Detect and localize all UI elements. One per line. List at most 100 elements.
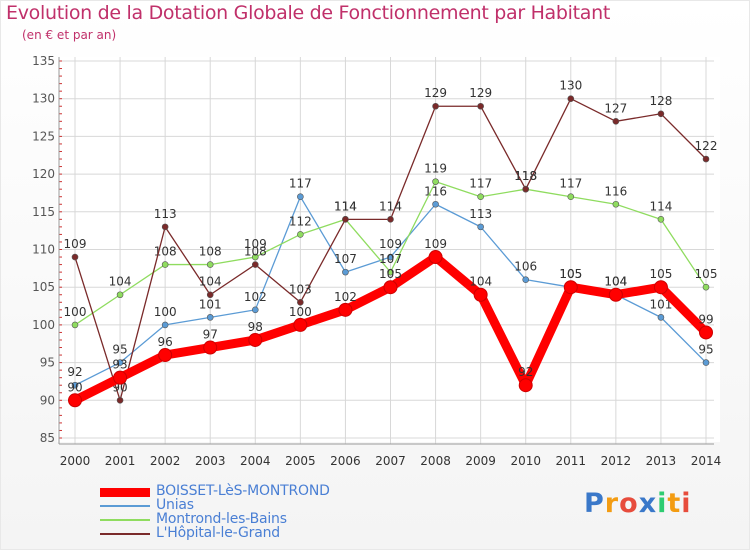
data-label: 90 [67,380,82,394]
data-point [612,118,620,125]
x-tick-label: 2008 [420,454,451,468]
x-tick-label: 2002 [150,454,181,468]
data-point [387,253,394,261]
data-point [206,261,214,268]
data-label: 109 [424,237,447,251]
logo-letter: x [638,488,658,519]
data-point [477,193,484,201]
data-label: 127 [604,101,627,115]
data-point [387,216,394,223]
data-label: 108 [199,245,222,259]
data-label: 109 [379,237,402,251]
data-label: 106 [514,260,537,274]
data-point [657,110,665,118]
data-label: 113 [469,207,492,221]
x-tick-label: 2011 [556,454,587,468]
data-label: 108 [244,245,267,259]
y-tick-label: 90 [40,393,55,407]
y-tick-label: 115 [32,205,55,219]
data-point [71,253,79,261]
data-label: 104 [109,275,132,289]
data-label: 113 [154,207,177,221]
data-point [251,306,259,314]
data-label: 116 [604,184,627,198]
data-label: 114 [334,199,357,213]
data-label: 129 [424,86,447,100]
x-tick-label: 2006 [330,454,361,468]
proxiti-logo: Proxiti [584,488,692,519]
legend-swatch [100,488,150,497]
data-point [477,223,484,231]
data-label: 101 [649,297,672,311]
data-label: 103 [289,282,312,296]
data-point [563,280,578,295]
y-tick-label: 130 [32,92,55,106]
data-point [612,200,620,208]
data-label: 105 [559,267,582,281]
data-point [567,193,575,201]
data-point [161,223,169,231]
data-label: 92 [67,365,82,379]
data-label: 92 [518,365,533,379]
x-tick-label: 2004 [240,454,271,468]
y-tick-label: 125 [32,129,55,143]
y-tick-label: 85 [40,431,55,445]
x-tick-label: 2001 [105,454,136,468]
data-point [297,298,304,306]
data-label: 101 [199,297,222,311]
y-tick-label: 105 [32,280,55,294]
y-tick-label: 120 [32,167,55,181]
data-point [342,216,349,223]
data-label: 99 [698,312,713,326]
data-label: 122 [695,139,718,153]
data-label: 104 [604,275,627,289]
data-point [699,325,713,340]
logo-letter: r [604,488,620,519]
data-point [567,95,575,102]
data-label: 105 [649,267,672,281]
data-label: 97 [203,328,218,342]
legend-swatch [100,533,150,535]
data-label: 118 [514,169,537,183]
logo-letter: t [667,488,682,519]
data-point [473,287,488,302]
x-tick-label: 2012 [601,454,632,468]
data-point [297,231,304,238]
data-label: 119 [424,162,447,176]
data-label: 100 [289,305,312,319]
y-tick-label: 110 [32,243,55,257]
data-label: 95 [698,343,713,357]
data-label: 102 [244,290,267,304]
data-point [387,268,394,276]
x-tick-label: 2007 [375,454,406,468]
data-point [518,378,533,393]
data-label: 93 [112,358,127,372]
data-point [432,102,439,110]
data-point [161,261,169,268]
x-tick-label: 2000 [60,454,91,468]
data-label: 117 [469,177,492,191]
legend-label: BOISSET-LèS-MONTROND [156,483,330,499]
data-label: 107 [334,252,357,266]
legend-swatch [100,519,150,521]
legend-label: Montrond-les-Bains [156,511,287,527]
data-point [653,280,668,295]
data-label: 117 [559,177,582,191]
logo-letter: i [657,488,668,519]
y-tick-label: 135 [32,54,55,68]
data-label: 109 [64,237,87,251]
data-point [251,253,259,261]
data-label: 116 [424,184,447,198]
data-point [248,332,263,347]
data-point [206,314,214,321]
logo-letter: i [681,488,692,519]
data-label: 114 [334,199,357,213]
data-label: 128 [649,94,672,108]
data-point [522,185,530,193]
x-tick-label: 2010 [510,454,541,468]
data-label: 109 [244,237,267,251]
data-point [702,155,710,163]
data-point [342,268,349,276]
data-label: 114 [379,199,402,213]
